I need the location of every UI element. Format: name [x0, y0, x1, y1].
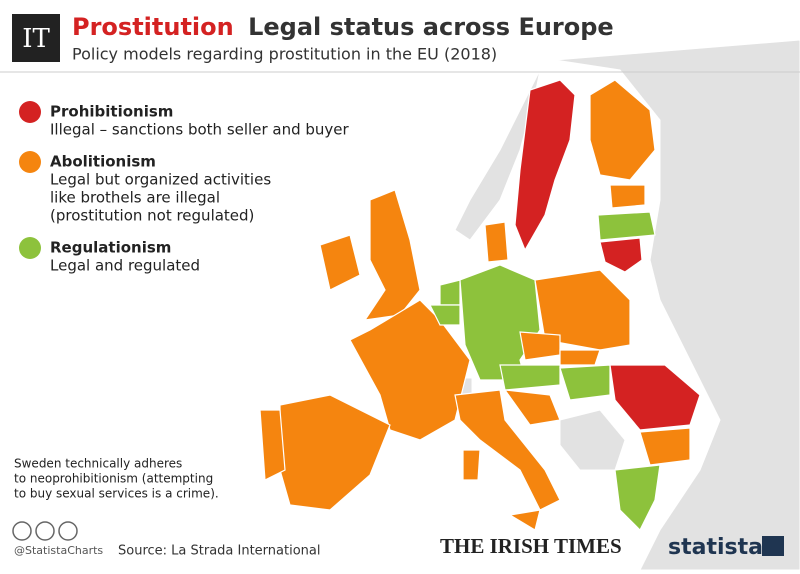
legend-name: Regulationism — [50, 239, 171, 257]
country — [559, 349, 601, 366]
country — [429, 304, 461, 326]
map — [259, 79, 701, 532]
logo: IT — [22, 24, 50, 54]
note-line: to neoprohibitionism (attempting — [14, 472, 213, 486]
country — [609, 184, 646, 209]
country — [508, 509, 541, 531]
handle: @StatistaCharts — [14, 544, 103, 557]
country — [454, 389, 561, 511]
country — [599, 237, 643, 273]
country — [319, 234, 361, 291]
country — [363, 189, 421, 321]
legend-name: Prohibitionism — [50, 103, 173, 121]
country — [349, 299, 471, 441]
country — [503, 389, 561, 426]
title: Prostitution Legal status across Europe — [72, 13, 614, 41]
country — [597, 211, 656, 241]
legend-description: Legal and regulated — [50, 257, 200, 275]
country — [499, 364, 561, 391]
legend-description: Legal but organized activities — [50, 171, 271, 189]
brand: statista — [668, 535, 763, 560]
legend-swatch — [19, 101, 41, 123]
legend-swatch — [19, 237, 41, 259]
cc-icons — [12, 521, 78, 541]
country — [279, 394, 391, 511]
legend-description: like brothels are illegal — [50, 189, 220, 207]
country — [639, 427, 691, 466]
legend-description: Illegal – sanctions both seller and buye… — [50, 121, 350, 139]
country — [462, 449, 481, 481]
note-line: to buy sexual services is a crime). — [14, 487, 219, 501]
country — [439, 279, 461, 306]
brand-icon — [762, 536, 784, 556]
country — [459, 264, 541, 381]
logo-box — [12, 14, 60, 62]
source: Source: La Strada International — [118, 544, 320, 559]
subtitle: Policy models regarding prostitution in … — [72, 45, 497, 64]
country — [259, 409, 286, 481]
country — [514, 79, 576, 252]
country — [589, 79, 656, 181]
country — [609, 364, 701, 431]
country — [559, 364, 611, 401]
legend-description: (prostitution not regulated) — [50, 207, 254, 225]
legend-swatch — [19, 151, 41, 173]
country — [614, 464, 661, 532]
note-line: Sweden technically adheres — [14, 457, 182, 471]
title-highlight: Prostitution — [72, 13, 234, 41]
legend-name: Abolitionism — [50, 153, 156, 171]
country — [484, 221, 509, 263]
country — [519, 331, 561, 361]
publisher: THE IRISH TIMES — [440, 534, 622, 558]
title-rest: Legal status across Europe — [248, 13, 614, 41]
